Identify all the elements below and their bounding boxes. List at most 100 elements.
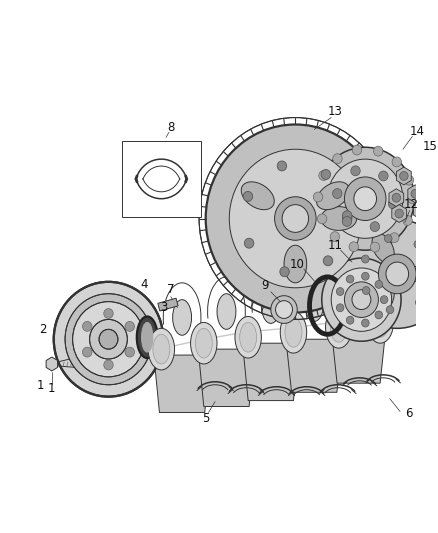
Text: 1: 1 (37, 379, 44, 392)
Circle shape (408, 194, 417, 204)
Text: 9: 9 (261, 279, 269, 292)
Ellipse shape (285, 318, 302, 347)
Circle shape (104, 309, 113, 318)
Polygon shape (396, 167, 411, 185)
Text: 12: 12 (404, 198, 419, 211)
Circle shape (125, 321, 134, 332)
Circle shape (313, 192, 323, 202)
Ellipse shape (410, 264, 438, 284)
Circle shape (395, 209, 403, 218)
Circle shape (411, 189, 420, 198)
Circle shape (370, 242, 380, 252)
Circle shape (389, 199, 398, 209)
Circle shape (362, 319, 369, 327)
Circle shape (386, 306, 394, 314)
Text: 13: 13 (328, 105, 343, 118)
Circle shape (346, 275, 354, 283)
Text: 1: 1 (48, 382, 56, 395)
Circle shape (54, 282, 163, 397)
Circle shape (380, 296, 388, 304)
Circle shape (73, 302, 145, 377)
Circle shape (323, 256, 333, 266)
Ellipse shape (321, 207, 357, 230)
Ellipse shape (305, 286, 324, 321)
Circle shape (375, 280, 382, 288)
Circle shape (379, 171, 388, 181)
Ellipse shape (316, 182, 350, 209)
Ellipse shape (195, 328, 212, 358)
Circle shape (277, 161, 286, 171)
Circle shape (336, 304, 344, 312)
Circle shape (385, 235, 392, 243)
Ellipse shape (217, 294, 236, 329)
Circle shape (374, 146, 383, 156)
Circle shape (336, 288, 344, 295)
Circle shape (362, 255, 369, 263)
Text: 8: 8 (167, 121, 174, 134)
Ellipse shape (330, 312, 347, 342)
Text: 6: 6 (405, 407, 412, 420)
Circle shape (229, 149, 361, 288)
Ellipse shape (141, 322, 153, 352)
Circle shape (346, 220, 438, 328)
Polygon shape (286, 339, 343, 392)
Ellipse shape (173, 300, 191, 335)
Circle shape (276, 301, 293, 318)
Polygon shape (46, 357, 57, 371)
Circle shape (342, 216, 352, 227)
Text: 14: 14 (410, 125, 424, 138)
Circle shape (370, 222, 380, 231)
Polygon shape (198, 349, 255, 407)
Polygon shape (408, 185, 423, 203)
Circle shape (349, 242, 358, 252)
Circle shape (99, 329, 118, 349)
Circle shape (428, 268, 436, 276)
Text: 11: 11 (328, 239, 343, 252)
Circle shape (65, 294, 152, 385)
Circle shape (328, 159, 403, 238)
Ellipse shape (261, 288, 280, 324)
Ellipse shape (284, 245, 307, 283)
Ellipse shape (367, 302, 393, 343)
Ellipse shape (191, 322, 217, 364)
Text: 5: 5 (202, 412, 209, 425)
Polygon shape (423, 187, 438, 205)
Circle shape (343, 214, 352, 223)
Polygon shape (413, 201, 428, 220)
Circle shape (318, 214, 327, 224)
Polygon shape (389, 189, 404, 207)
Circle shape (399, 172, 408, 180)
Polygon shape (243, 343, 299, 401)
Circle shape (82, 347, 92, 357)
Circle shape (321, 169, 331, 180)
Text: 15: 15 (423, 140, 438, 153)
Circle shape (389, 233, 399, 243)
Ellipse shape (148, 328, 175, 370)
Polygon shape (158, 298, 178, 311)
Text: 2: 2 (39, 323, 46, 336)
Text: 7: 7 (167, 283, 174, 296)
Circle shape (244, 238, 254, 248)
Circle shape (403, 215, 412, 225)
Ellipse shape (372, 308, 389, 337)
Ellipse shape (280, 311, 307, 353)
Ellipse shape (241, 182, 274, 209)
Ellipse shape (240, 322, 257, 352)
Text: 3: 3 (160, 301, 168, 314)
Circle shape (104, 360, 113, 370)
Circle shape (330, 232, 339, 241)
Circle shape (344, 177, 386, 221)
Ellipse shape (137, 317, 158, 358)
Circle shape (280, 267, 289, 277)
Circle shape (271, 296, 297, 324)
Circle shape (386, 262, 409, 286)
Circle shape (346, 316, 354, 324)
Circle shape (362, 272, 369, 280)
Circle shape (243, 191, 253, 201)
Circle shape (404, 175, 413, 185)
Circle shape (428, 270, 436, 278)
Circle shape (392, 193, 401, 202)
Circle shape (375, 311, 382, 319)
Circle shape (322, 258, 401, 341)
Ellipse shape (372, 285, 394, 314)
